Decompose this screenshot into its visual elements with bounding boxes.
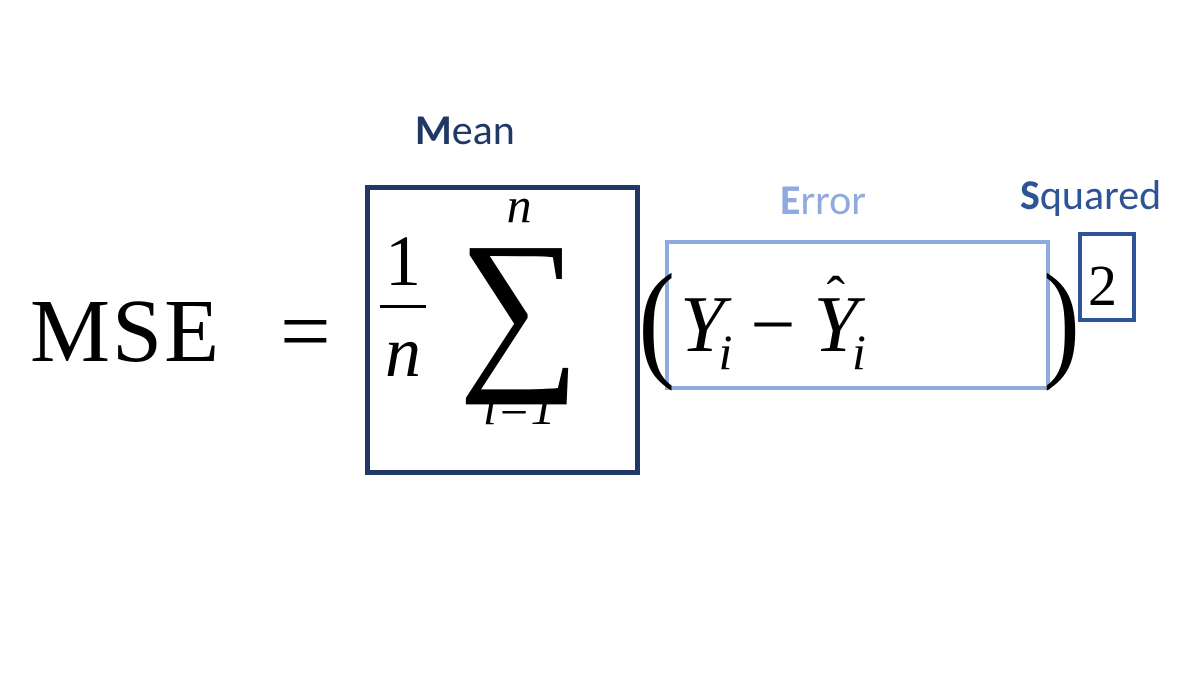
label-mean-bold: M [415,105,452,156]
y-observed-sub: i [719,323,733,381]
paren-left: ( [638,245,675,395]
label-squared-bold: S [1020,170,1040,221]
formula-canvas: Mean Error Squared MSE = 1 n n ∑ i=1 ( Y… [0,0,1200,675]
paren-right: ) [1043,245,1080,395]
label-error-rest: rror [801,175,866,226]
y-predicted-sub: i [852,323,866,381]
sigma-symbol: ∑ [458,225,580,387]
label-error: Error [780,175,866,226]
fraction-bar [380,305,426,308]
minus-sign: − [750,280,795,371]
exponent-2: 2 [1088,252,1117,319]
fraction-denominator: n [385,316,421,388]
equation-equals: = [280,280,331,383]
label-squared-rest: quared [1040,170,1161,221]
label-error-bold: E [780,175,801,226]
label-squared: Squared [1020,170,1161,221]
fraction-numerator: 1 [385,225,421,297]
label-mean-rest: ean [452,105,515,156]
label-mean: Mean [415,105,515,156]
equation-sigma: n ∑ i=1 [455,180,583,432]
equation-terms: Yi − ˆ Y i [680,280,866,371]
equation-lhs: MSE [30,280,221,383]
equation-fraction: 1 n [380,225,426,388]
hat-symbol: ˆ [827,264,845,327]
